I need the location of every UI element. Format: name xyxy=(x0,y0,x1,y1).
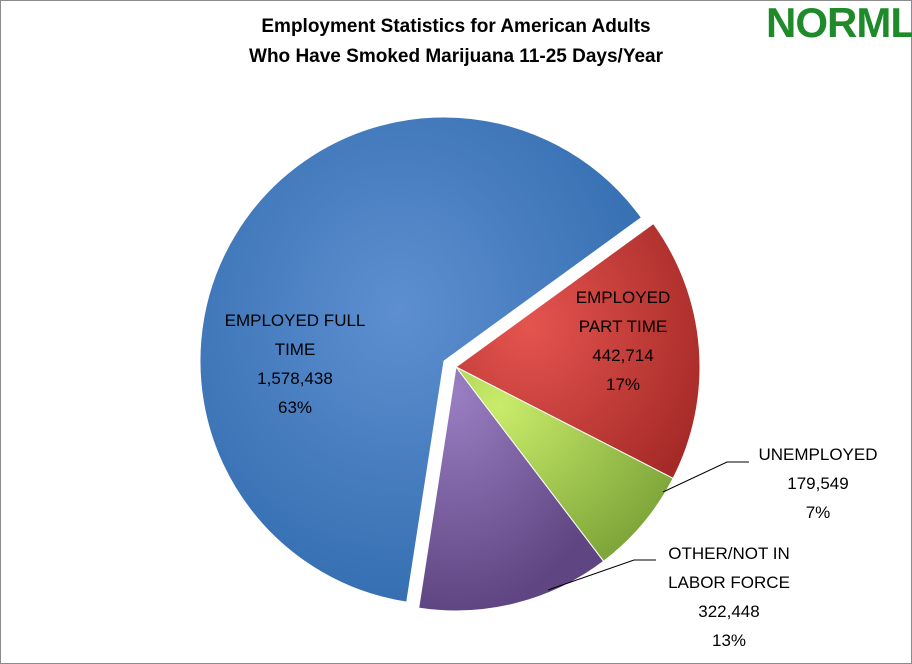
slice-employed-full-time xyxy=(199,116,643,603)
slice-unemployed xyxy=(455,366,674,563)
slice-employed-part-time xyxy=(455,222,701,480)
leader-line-unemployed xyxy=(662,461,749,493)
data-labels: EMPLOYED FULL TIME 1,578,438 63% EMPLOYE… xyxy=(225,288,878,650)
leader-line-other xyxy=(547,559,656,591)
label-other-percent: 13% xyxy=(712,631,746,650)
chart-title-line-2: Who Have Smoked Marijuana 11-25 Days/Yea… xyxy=(249,46,664,67)
label-full-time-name-1: EMPLOYED FULL xyxy=(225,311,366,330)
label-other-name-2: LABOR FORCE xyxy=(668,573,790,592)
label-unemployed-name: UNEMPLOYED xyxy=(758,445,877,464)
label-other-name-1: OTHER/NOT IN xyxy=(668,544,790,563)
leader-lines xyxy=(547,461,749,591)
chart-title: Employment Statistics for American Adult… xyxy=(249,16,664,67)
label-other-value: 322,448 xyxy=(698,602,759,621)
label-unemployed-percent: 7% xyxy=(806,503,831,522)
label-part-time-name-2: PART TIME xyxy=(579,317,668,336)
normal-logo-text: NORML xyxy=(766,0,912,46)
pie-slices xyxy=(199,116,701,612)
label-full-time-name-2: TIME xyxy=(275,340,316,359)
normal-logo: NORML xyxy=(766,0,912,46)
label-part-time-value: 442,714 xyxy=(592,346,653,365)
label-unemployed-value: 179,549 xyxy=(787,474,848,493)
slice-other-not-in-labor-force xyxy=(418,365,605,612)
label-part-time-name-1: EMPLOYED xyxy=(576,288,670,307)
chart-title-line-1: Employment Statistics for American Adult… xyxy=(261,16,650,37)
label-full-time-value: 1,578,438 xyxy=(257,369,333,388)
label-part-time-percent: 17% xyxy=(606,375,640,394)
label-full-time-percent: 63% xyxy=(278,398,312,417)
